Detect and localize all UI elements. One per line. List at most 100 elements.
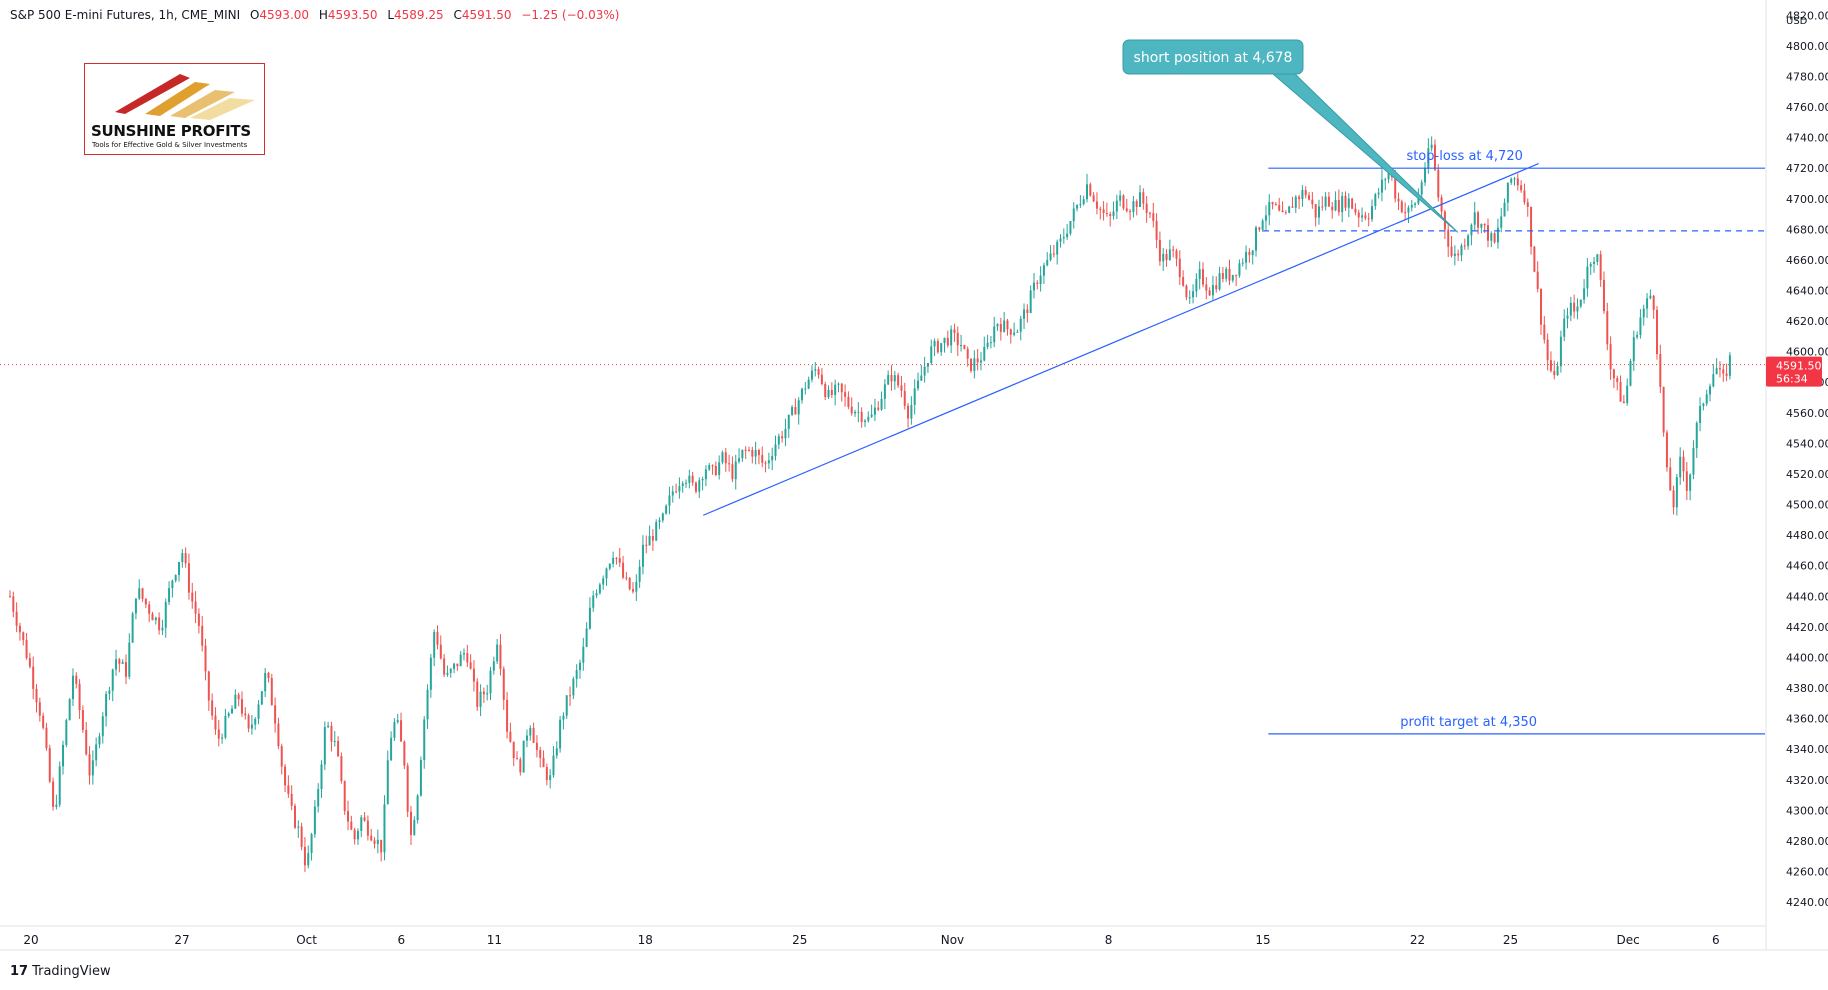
candle-body — [472, 668, 475, 682]
candle-body — [1274, 204, 1277, 206]
x-tick-label: 8 — [1105, 933, 1113, 947]
candle-body — [191, 592, 194, 602]
y-tick-label: 4760.00 — [1786, 101, 1828, 114]
candle-body — [95, 744, 98, 761]
candle-body — [98, 736, 101, 745]
candle-body — [1384, 179, 1387, 181]
candle-body — [837, 383, 840, 385]
candle-body — [635, 581, 638, 592]
candle-body — [1331, 206, 1334, 211]
candle-body — [1682, 456, 1685, 472]
candle-body — [956, 332, 959, 346]
candle-body — [794, 406, 797, 415]
tradingview-text: TradingView — [32, 964, 111, 979]
candle-body — [854, 411, 857, 414]
candle-body — [777, 436, 780, 445]
candle-body — [1347, 198, 1350, 208]
candle-body — [75, 675, 78, 684]
candle-body — [257, 704, 260, 719]
candle-body — [197, 613, 200, 626]
candle-body — [1486, 225, 1489, 241]
candle-body — [645, 544, 648, 546]
candle-body — [532, 727, 535, 743]
candle-body — [204, 645, 207, 672]
candle-body — [807, 379, 810, 389]
tradingview-branding[interactable]: 17 TradingView — [10, 964, 111, 979]
candle-body — [1672, 490, 1675, 508]
candle-body — [1215, 285, 1218, 290]
candle-body — [824, 384, 827, 398]
candle-body — [1407, 207, 1410, 213]
candle-body — [459, 654, 462, 667]
candle-body — [1248, 251, 1251, 256]
candle-body — [774, 444, 777, 457]
candle-body — [678, 486, 681, 492]
candle-body — [187, 563, 190, 593]
candle-body — [555, 748, 558, 756]
candle-body — [443, 658, 446, 675]
candle-body — [124, 662, 127, 677]
candle-body — [479, 691, 482, 707]
candle-body — [492, 661, 495, 671]
candle-body — [174, 575, 177, 581]
candle-body — [323, 727, 326, 765]
candle-body — [1115, 200, 1118, 212]
candle-body — [340, 756, 343, 782]
candle-body — [1158, 239, 1161, 262]
candle-body — [747, 449, 750, 451]
candle-body — [910, 404, 913, 419]
candle-body — [734, 461, 737, 480]
candle-body — [1510, 178, 1513, 183]
candle-body — [731, 464, 734, 480]
candle-body — [45, 727, 48, 749]
candle-body — [1536, 271, 1539, 289]
candle-body — [88, 754, 91, 776]
candle-body — [1132, 201, 1135, 213]
candle-body — [1238, 263, 1241, 276]
candle-body — [698, 480, 701, 492]
candle-body — [1188, 297, 1191, 299]
y-tick-label: 4540.00 — [1786, 437, 1828, 450]
y-tick-label: 4720.00 — [1786, 162, 1828, 175]
candle-body — [923, 366, 926, 376]
candle-body — [1082, 199, 1085, 205]
candle-body — [940, 343, 943, 353]
candle-body — [1526, 202, 1529, 207]
currency-label: USD — [1786, 16, 1808, 27]
candle-body — [105, 693, 108, 717]
candle-body — [217, 729, 220, 739]
candle-body — [1556, 366, 1559, 376]
candle-body — [1576, 306, 1579, 312]
candle-body — [297, 826, 300, 828]
candle-body — [1162, 253, 1165, 262]
candle-body — [227, 713, 230, 716]
candle-body — [516, 758, 519, 760]
candle-body — [28, 658, 31, 667]
candle-body — [1433, 144, 1436, 170]
candle-body — [307, 853, 310, 866]
candle-body — [1599, 254, 1602, 280]
candle-body — [1039, 275, 1042, 284]
candle-body — [115, 659, 118, 670]
y-tick-label: 4440.00 — [1786, 590, 1828, 603]
y-tick-label: 4300.00 — [1786, 804, 1828, 817]
candle-body — [1052, 253, 1055, 255]
candle-body — [545, 767, 548, 781]
candle-body — [1258, 227, 1261, 230]
candle-body — [1586, 266, 1589, 289]
y-tick-label: 4420.00 — [1786, 621, 1828, 634]
candle-body — [519, 759, 522, 773]
symbol-title: S&P 500 E-mini Futures, 1h, CME_MINI — [10, 8, 241, 22]
candle-body — [665, 505, 668, 514]
candle-body — [953, 329, 956, 333]
candle-body — [569, 695, 572, 697]
x-tick-label: 22 — [1410, 933, 1425, 947]
candle-body — [1619, 381, 1622, 402]
y-tick-label: 4640.00 — [1786, 284, 1828, 297]
candle-body — [1278, 204, 1281, 211]
candle-body — [1520, 185, 1523, 191]
candle-body — [1583, 288, 1586, 300]
candle-body — [1235, 274, 1238, 276]
candle-body — [1301, 189, 1304, 200]
